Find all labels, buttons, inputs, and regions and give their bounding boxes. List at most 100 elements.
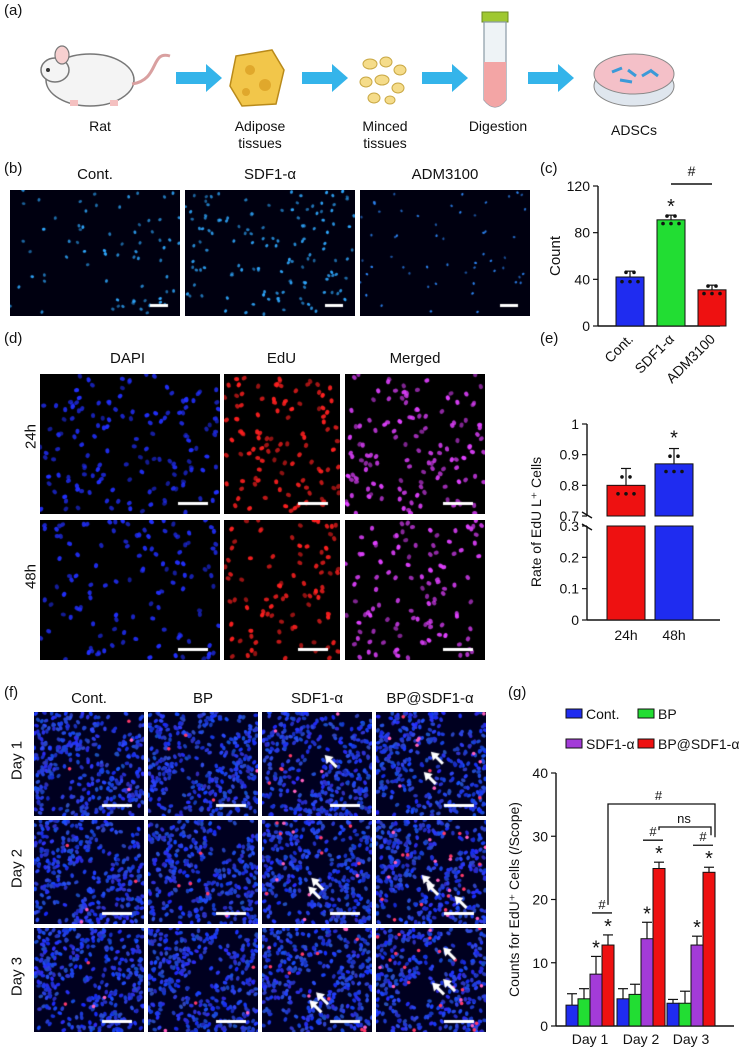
- micrograph-f-sdf1-day3: [262, 928, 372, 1032]
- g-legend-label: SDF1-α: [586, 736, 635, 752]
- g-sig-star: *: [643, 903, 651, 925]
- e-point: [680, 469, 684, 474]
- g-sig-hash: #: [649, 824, 657, 839]
- micrograph-f-cont-day1: [34, 712, 144, 816]
- e-point: [620, 475, 624, 479]
- micrograph-d-edu-24h: [224, 374, 340, 514]
- g-bar: [565, 1004, 579, 1027]
- panel-f-label: (f): [4, 684, 19, 701]
- micrograph-b-cont: [10, 190, 180, 316]
- e-point: [624, 491, 628, 496]
- micrograph-d-edu-48h: [224, 520, 340, 660]
- micrograph-f-cont-day3: [34, 928, 144, 1032]
- f-header-bpsdf1: BP@SDF1-α: [386, 690, 474, 707]
- g-xtick-label: Day 1: [572, 1031, 609, 1047]
- micrograph-d-merged-24h: [345, 374, 485, 514]
- c-point: [706, 284, 710, 288]
- step-rat: Rat: [89, 118, 111, 134]
- g-legend-label: BP: [658, 706, 677, 722]
- e-point: [632, 491, 636, 496]
- c-point: [710, 291, 714, 296]
- e-sig-star: *: [670, 428, 678, 450]
- g-sig-hash: #: [699, 829, 707, 844]
- micrograph-d-dapi-48h: [40, 520, 220, 660]
- micrograph-d-merged-48h: [345, 520, 485, 660]
- f-header-bp: BP: [192, 690, 213, 707]
- f-header-sdf1: SDF1-α: [290, 690, 343, 707]
- panel-g-label: (g): [508, 684, 527, 701]
- c-point: [673, 214, 677, 218]
- g-bar: [666, 1002, 680, 1027]
- g-sig-hash: #: [655, 788, 663, 803]
- e-point: [664, 469, 668, 474]
- e-ytick-label: 0: [571, 612, 579, 628]
- rat-illustration: [40, 45, 171, 107]
- g-bar: [678, 1002, 692, 1027]
- e-break-mark: [581, 511, 593, 519]
- g-ytick-label: 20: [532, 892, 548, 908]
- b-header-adm: ADM3100: [411, 166, 479, 183]
- step-digestion: Digestion: [468, 118, 528, 134]
- e-ytick-label: 0.2: [560, 549, 580, 565]
- g-sig-bracket: [607, 803, 716, 905]
- g-xtick-label: Day 3: [673, 1031, 710, 1047]
- micrograph-f-sdf1-day2: [262, 820, 372, 924]
- micrograph-f-bp-day2: [148, 820, 258, 924]
- adipose-illustration: [229, 49, 285, 107]
- minced-illustration: [359, 56, 407, 105]
- step-adipose: Adipose tissues: [234, 118, 286, 151]
- c-point: [636, 279, 640, 284]
- g-bar: [628, 993, 642, 1027]
- c-point: [624, 270, 628, 275]
- micrograph-f-bpsdf1-day2: [376, 820, 486, 924]
- e-break-mark: [581, 523, 593, 531]
- micrograph-f-cont-day2: [34, 820, 144, 924]
- c-sig-star: *: [667, 196, 675, 218]
- c-point: [714, 284, 718, 288]
- e-ytick-label: 1: [571, 416, 579, 432]
- c-ytick-label: 80: [574, 225, 590, 241]
- g-sig-star: *: [655, 843, 663, 865]
- step-adscs: ADSCs: [611, 122, 657, 138]
- c-sig-hash: #: [688, 163, 696, 179]
- c-point: [665, 214, 669, 218]
- panel-c-label: (c): [540, 160, 558, 177]
- g-ytick-label: 30: [532, 828, 548, 844]
- g-sig-star: *: [604, 916, 612, 938]
- panel-e-label: (e): [540, 330, 559, 347]
- c-bar: [656, 219, 686, 327]
- e-ytick-label: 0.9: [560, 447, 580, 463]
- f-header-cont: Cont.: [71, 690, 107, 707]
- g-bar: [652, 868, 666, 1027]
- c-point: [661, 221, 665, 226]
- tube-illustration: [481, 11, 509, 108]
- micrograph-d-dapi-24h: [40, 374, 220, 514]
- c-ytick-label: 40: [574, 271, 590, 287]
- g-ytick-label: 10: [532, 955, 548, 971]
- g-legend-swatch: [637, 738, 655, 749]
- g-bar: [702, 871, 716, 1027]
- g-sig-star: *: [592, 937, 600, 959]
- g-bar: [690, 944, 704, 1027]
- e-point: [668, 454, 672, 459]
- e-ytick-label: 0.1: [560, 581, 580, 597]
- c-point: [620, 279, 624, 284]
- g-legend-swatch: [565, 708, 583, 719]
- g-sig-hash: #: [598, 897, 606, 912]
- micrograph-f-bp-day1: [148, 712, 258, 816]
- g-legend-swatch: [565, 738, 583, 749]
- g-bar: [601, 944, 615, 1027]
- micrograph-f-bpsdf1-day3: [376, 928, 486, 1032]
- process-arrows: [176, 64, 574, 92]
- panel-b-label: (b): [4, 160, 23, 177]
- micrograph-f-bp-day3: [148, 928, 258, 1032]
- e-xtick-label: 48h: [662, 627, 685, 643]
- e-ylabel: Rate of EdU L⁺ Cells: [528, 457, 544, 587]
- g-ylabel: Counts for EdU⁺ Cells (/Scope): [506, 802, 522, 997]
- g-sig-star: *: [693, 917, 701, 939]
- c-point: [628, 279, 632, 284]
